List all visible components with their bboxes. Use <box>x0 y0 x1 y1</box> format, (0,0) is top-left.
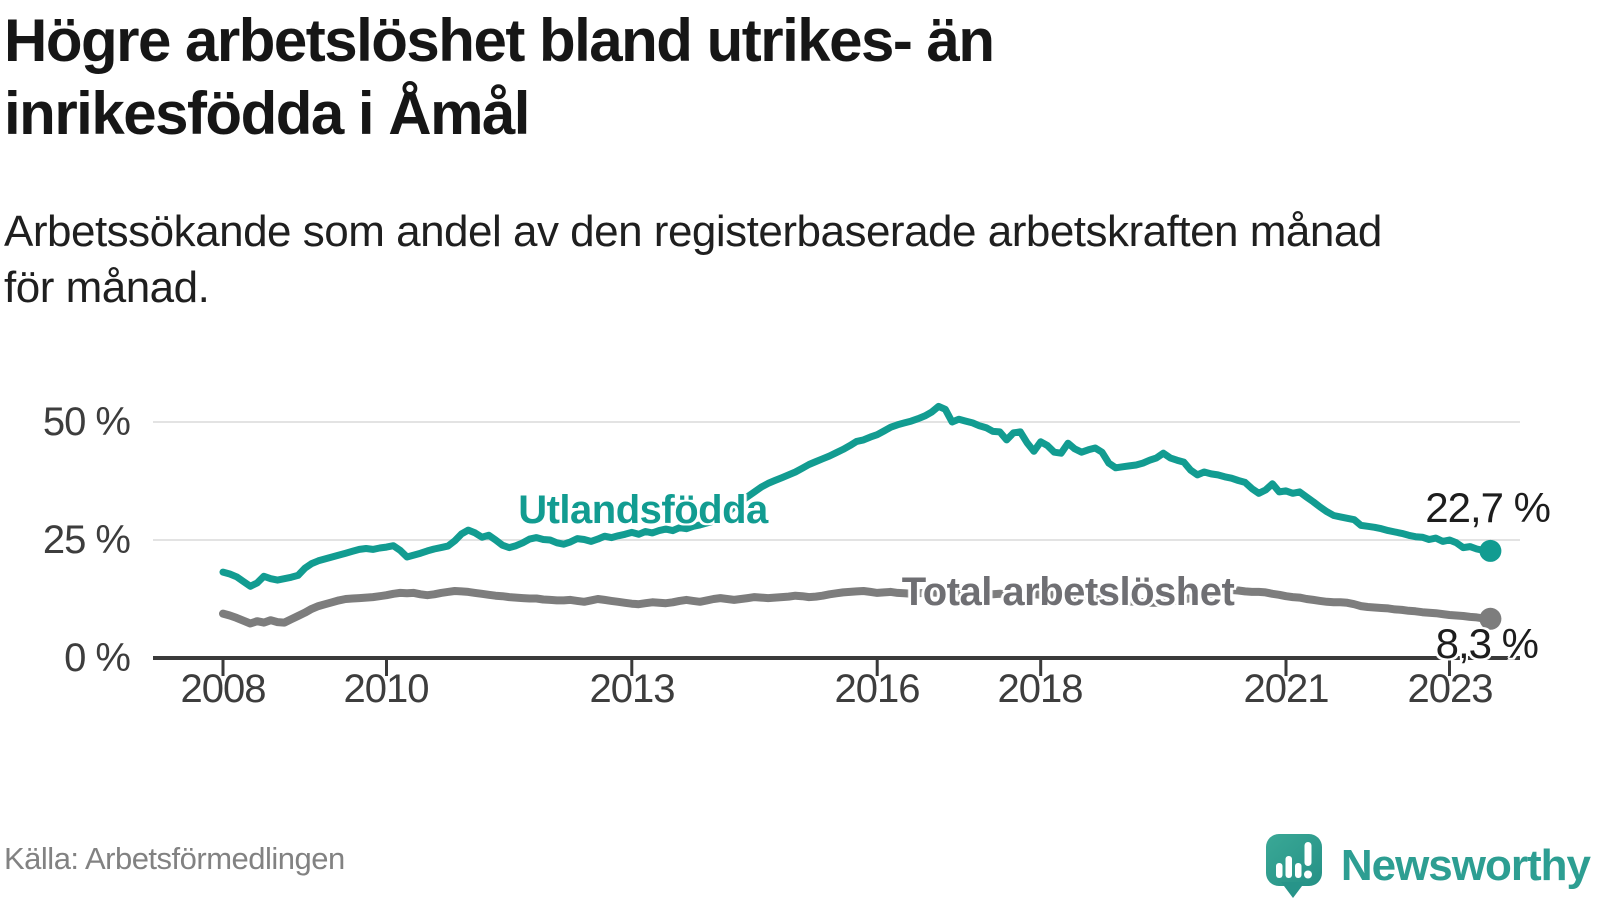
x-axis-label-2010: 2010 <box>343 667 430 711</box>
x-axis-label-2021: 2021 <box>1243 667 1330 711</box>
x-axis-label-2018: 2018 <box>997 667 1084 711</box>
chart-title-line-2: inrikesfödda i Åmål <box>4 80 530 147</box>
newsworthy-logo-icon <box>1265 834 1322 898</box>
series-line-1 <box>219 586 1495 628</box>
end-value-label-total: 8,3 % <box>1435 620 1539 667</box>
chart-subtitle-line-1: Arbetssökande som andel av den registerb… <box>4 207 1382 256</box>
brand-wordmark: Newsworthy <box>1340 841 1591 890</box>
chart-title: Högre arbetslöshet bland utrikes- än inr… <box>4 4 1564 150</box>
x-axis-label-2016: 2016 <box>834 667 921 711</box>
chart-subtitle: Arbetssökande som andel av den registerb… <box>4 204 1584 316</box>
end-value-label-utlandsfodda: 22,7 % <box>1425 484 1551 531</box>
source-attribution: Källa: Arbetsförmedlingen <box>4 841 345 876</box>
x-axis-label-2023: 2023 <box>1407 667 1494 711</box>
y-axis-label-0: 0 % <box>64 636 131 680</box>
y-axis-label-25: 25 % <box>42 518 131 562</box>
series-label-utlandsfodda: Utlandsfödda <box>518 488 768 532</box>
series-end-dot-1 <box>1479 607 1502 630</box>
y-axis-label-50: 50 % <box>42 400 131 444</box>
series-label-total-arbetsloshet: Total arbetslöshet <box>901 570 1235 614</box>
series-line-0 <box>219 402 1494 590</box>
series-end-dot-0 <box>1479 539 1502 562</box>
chart-title-line-1: Högre arbetslöshet bland utrikes- än <box>4 7 995 74</box>
x-axis-label-2013: 2013 <box>589 667 676 711</box>
brand-logo: Newsworthy <box>1265 832 1591 900</box>
x-axis-label-2008: 2008 <box>180 667 267 711</box>
chart-subtitle-line-2: för månad. <box>4 263 210 312</box>
